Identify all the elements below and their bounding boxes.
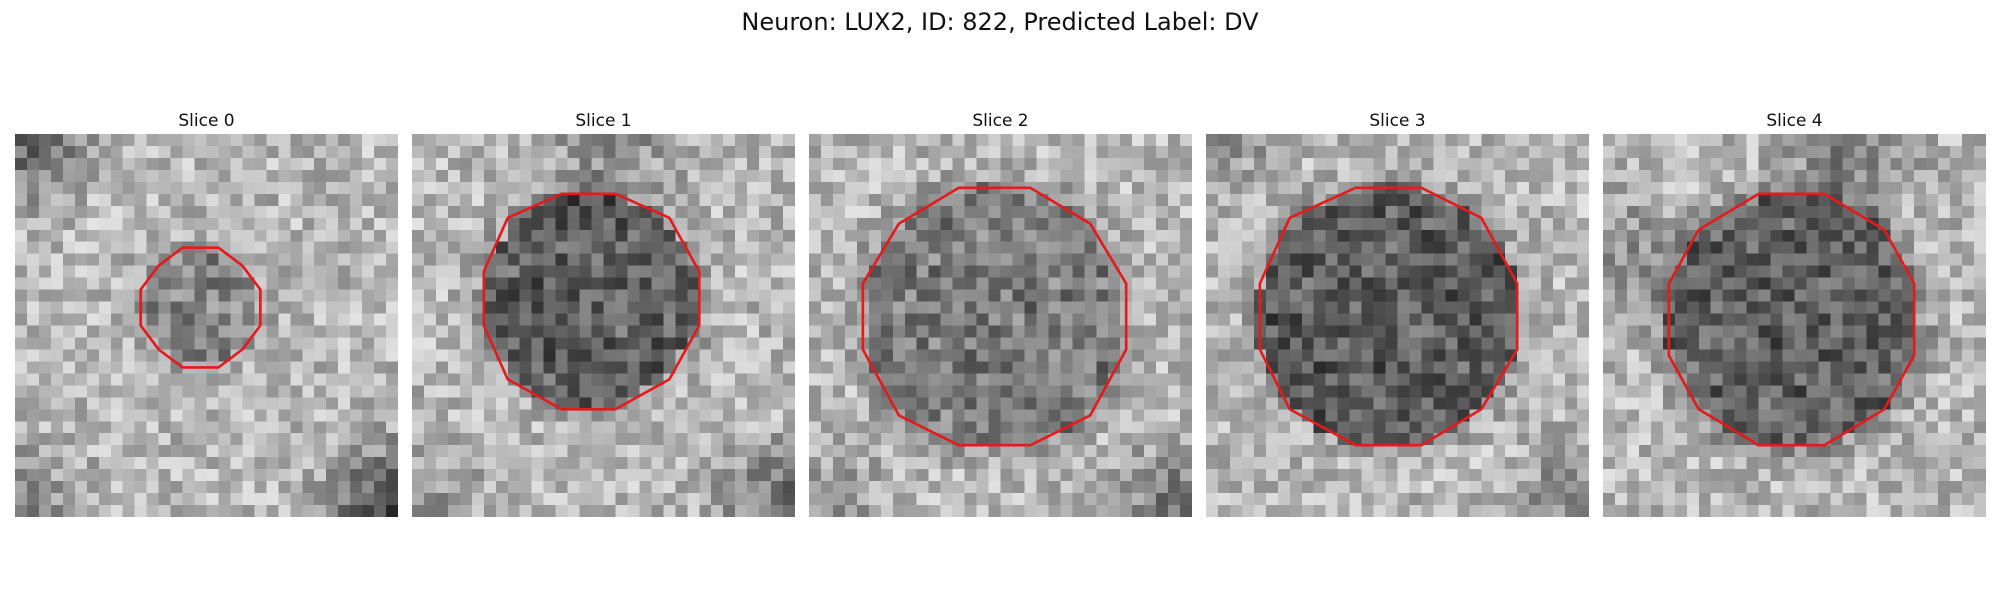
pixel-grid	[412, 134, 795, 517]
roi-outline	[1258, 186, 1519, 447]
slice-image-4	[1603, 134, 1986, 517]
slice-image-2	[809, 134, 1192, 517]
roi-outline	[1667, 192, 1916, 447]
slice-image-0	[15, 134, 398, 517]
figure-title: Neuron: LUX2, ID: 822, Predicted Label: …	[741, 8, 1259, 36]
pixel-grid	[15, 134, 398, 517]
slice-image-1	[412, 134, 795, 517]
pixel-grid	[1603, 134, 1986, 517]
slice-panel-4: Slice 4	[1603, 108, 1986, 517]
pixel-grid	[1206, 134, 1589, 517]
slice-panel-2: Slice 2	[809, 108, 1192, 517]
slice-panel-3: Slice 3	[1206, 108, 1589, 517]
pixel-grid	[809, 134, 1192, 517]
slice-panel-1: Slice 1	[412, 108, 795, 517]
slice-title-2: Slice 2	[972, 111, 1029, 131]
slice-title-0: Slice 0	[178, 111, 235, 131]
slice-panel-0: Slice 0	[15, 108, 398, 517]
slice-image-3	[1206, 134, 1589, 517]
slice-title-4: Slice 4	[1766, 111, 1823, 131]
roi-outline	[482, 192, 701, 411]
slice-title-1: Slice 1	[575, 111, 632, 131]
roi-outline	[139, 246, 262, 369]
slice-title-3: Slice 3	[1369, 111, 1426, 131]
roi-outline	[861, 186, 1128, 447]
